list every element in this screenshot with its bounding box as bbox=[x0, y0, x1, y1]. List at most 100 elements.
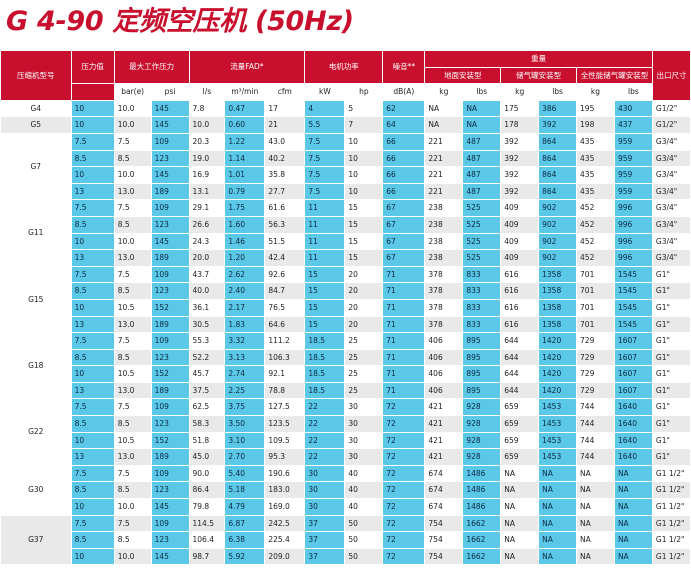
data-cell: 84.7 bbox=[264, 282, 306, 300]
data-cell: 616 bbox=[500, 298, 540, 317]
data-cell: 30 bbox=[304, 464, 346, 483]
data-cell: NA bbox=[538, 531, 578, 549]
data-cell: 1358 bbox=[538, 315, 578, 334]
data-cell: 378 bbox=[424, 282, 464, 300]
data-cell: 20 bbox=[344, 298, 384, 317]
data-cell: 1420 bbox=[538, 365, 578, 383]
data-cell: 10 bbox=[70, 166, 115, 184]
data-cell: 4 bbox=[304, 99, 346, 118]
data-cell: 22 bbox=[304, 415, 346, 433]
data-cell: 1420 bbox=[538, 381, 578, 400]
data-cell: 1545 bbox=[613, 265, 653, 284]
data-cell: 20 bbox=[344, 282, 384, 300]
data-cell: 30 bbox=[344, 448, 384, 466]
spec-table: 压缩机型号 压力值 最大工作压力 流量FAD* 电机功率 噪音** 重量 出口尺… bbox=[0, 49, 691, 566]
data-cell: 175 bbox=[500, 99, 540, 118]
model-cell: G5 bbox=[0, 116, 72, 134]
data-cell: 1.75 bbox=[224, 199, 266, 217]
data-cell: 1607 bbox=[613, 365, 653, 383]
data-cell: G1 1/2" bbox=[651, 531, 691, 549]
data-cell: 430 bbox=[613, 99, 653, 118]
data-cell: 1545 bbox=[613, 282, 653, 300]
data-cell: 152 bbox=[150, 298, 190, 317]
data-cell: 10.0 bbox=[113, 232, 152, 251]
data-cell: 67 bbox=[382, 249, 426, 267]
page-title: G 4-90 定频空压机 (50Hz) bbox=[6, 6, 354, 37]
data-cell: 7.5 bbox=[113, 514, 152, 533]
data-cell: 17 bbox=[264, 99, 306, 118]
data-cell: 18.5 bbox=[304, 348, 346, 367]
data-cell: 8.5 bbox=[70, 215, 115, 234]
data-cell: 10 bbox=[70, 116, 115, 134]
data-cell: 701 bbox=[576, 265, 615, 284]
data-cell: 616 bbox=[500, 282, 540, 300]
data-cell: NA bbox=[613, 498, 653, 516]
data-cell: 18.5 bbox=[304, 381, 346, 400]
data-cell: 7.5 bbox=[304, 166, 346, 184]
data-cell: G1" bbox=[651, 365, 691, 383]
model-cell: G37 bbox=[0, 514, 72, 566]
data-cell: 123 bbox=[150, 481, 190, 500]
data-cell: 674 bbox=[424, 464, 464, 483]
data-cell: 10 bbox=[344, 166, 384, 184]
data-cell: 1640 bbox=[613, 398, 653, 417]
data-cell: 616 bbox=[500, 315, 540, 334]
data-cell: NA bbox=[424, 99, 464, 118]
data-cell: 10 bbox=[70, 547, 115, 566]
data-cell: G3/4" bbox=[651, 215, 691, 234]
data-cell: 2.40 bbox=[224, 282, 266, 300]
unit-header: kg bbox=[424, 83, 464, 101]
data-cell: 1358 bbox=[538, 298, 578, 317]
data-cell: 1486 bbox=[462, 498, 502, 516]
data-cell: 5 bbox=[344, 99, 384, 118]
data-cell: 1.60 bbox=[224, 215, 266, 234]
data-cell: 8.5 bbox=[70, 415, 115, 433]
data-cell: 71 bbox=[382, 365, 426, 383]
data-cell: G3/4" bbox=[651, 249, 691, 267]
data-cell: NA bbox=[500, 514, 540, 533]
table-row: 10 10.0 145 16.9 1.01 35.8 7.5 10 66 221 487 392 864… bbox=[1, 166, 691, 184]
data-cell: 409 bbox=[500, 199, 540, 217]
data-cell: 86.4 bbox=[188, 481, 226, 500]
data-cell: NA bbox=[576, 514, 615, 533]
model-cell: G22 bbox=[0, 398, 72, 466]
data-cell: 71 bbox=[382, 315, 426, 334]
model-cell: G15 bbox=[0, 265, 72, 334]
data-cell: 145 bbox=[150, 99, 190, 118]
table-row: 10 10.5 152 45.7 2.74 92.1 18.5 25 71 406 895 644 14… bbox=[1, 365, 691, 383]
data-cell: 895 bbox=[462, 348, 502, 367]
header-model: 压缩机型号 bbox=[0, 50, 72, 101]
data-cell: 225.4 bbox=[264, 531, 306, 549]
table-row: 8.5 8.5 123 26.6 1.60 56.3 11 15 67 238 525 409 902 4… bbox=[1, 215, 691, 234]
data-cell: G1" bbox=[651, 448, 691, 466]
data-cell: G1 1/2" bbox=[651, 498, 691, 516]
data-cell: 71 bbox=[382, 381, 426, 400]
data-cell: NA bbox=[613, 531, 653, 549]
data-cell: 45.0 bbox=[188, 448, 226, 466]
data-cell: 16.9 bbox=[188, 166, 226, 184]
data-cell: 452 bbox=[576, 232, 615, 251]
data-cell: 7.5 bbox=[113, 332, 152, 350]
data-cell: 22 bbox=[304, 431, 346, 450]
data-cell: 996 bbox=[613, 249, 653, 267]
data-cell: 959 bbox=[613, 182, 653, 201]
data-cell: 7.5 bbox=[70, 332, 115, 350]
unit-header: cfm bbox=[264, 83, 306, 101]
table-row: 8.5 8.5 123 58.3 3.50 123.5 22 30 72 421 928 659 145… bbox=[1, 415, 691, 433]
data-cell: 189 bbox=[150, 448, 190, 466]
data-cell: 40 bbox=[344, 464, 384, 483]
unit-header: m³/min bbox=[224, 83, 266, 101]
unit-header: kW bbox=[304, 83, 346, 101]
unit-header: kg bbox=[576, 83, 615, 101]
data-cell: 10.5 bbox=[113, 298, 152, 317]
data-cell: 242.5 bbox=[264, 514, 306, 533]
data-cell: 435 bbox=[576, 132, 615, 151]
data-cell: 92.1 bbox=[264, 365, 306, 383]
data-cell: 72 bbox=[382, 415, 426, 433]
data-cell: NA bbox=[613, 464, 653, 483]
data-cell: 7.5 bbox=[70, 132, 115, 151]
data-cell: 8.5 bbox=[70, 348, 115, 367]
data-cell: 13.0 bbox=[113, 249, 152, 267]
data-cell: 20.0 bbox=[188, 249, 226, 267]
data-cell: 409 bbox=[500, 232, 540, 251]
